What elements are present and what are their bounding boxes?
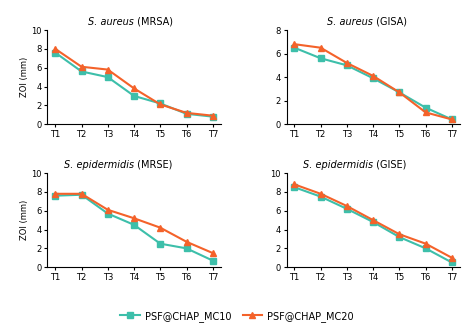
Text: S. epidermidis: S. epidermidis [64,160,134,170]
Text: S. epidermidis: S. epidermidis [303,160,373,170]
Y-axis label: ZOI (mm): ZOI (mm) [19,200,28,240]
Y-axis label: ZOI (mm): ZOI (mm) [19,57,28,97]
Text: S. aureus: S. aureus [327,17,373,27]
Legend: PSF@CHAP_MC10, PSF@CHAP_MC20: PSF@CHAP_MC10, PSF@CHAP_MC20 [117,307,357,326]
Text: (GISA): (GISA) [373,17,407,27]
Text: (MRSE): (MRSE) [134,160,173,170]
Text: (MRSA): (MRSA) [134,17,173,27]
Text: (GISE): (GISE) [373,160,407,170]
Text: S. aureus: S. aureus [88,17,134,27]
